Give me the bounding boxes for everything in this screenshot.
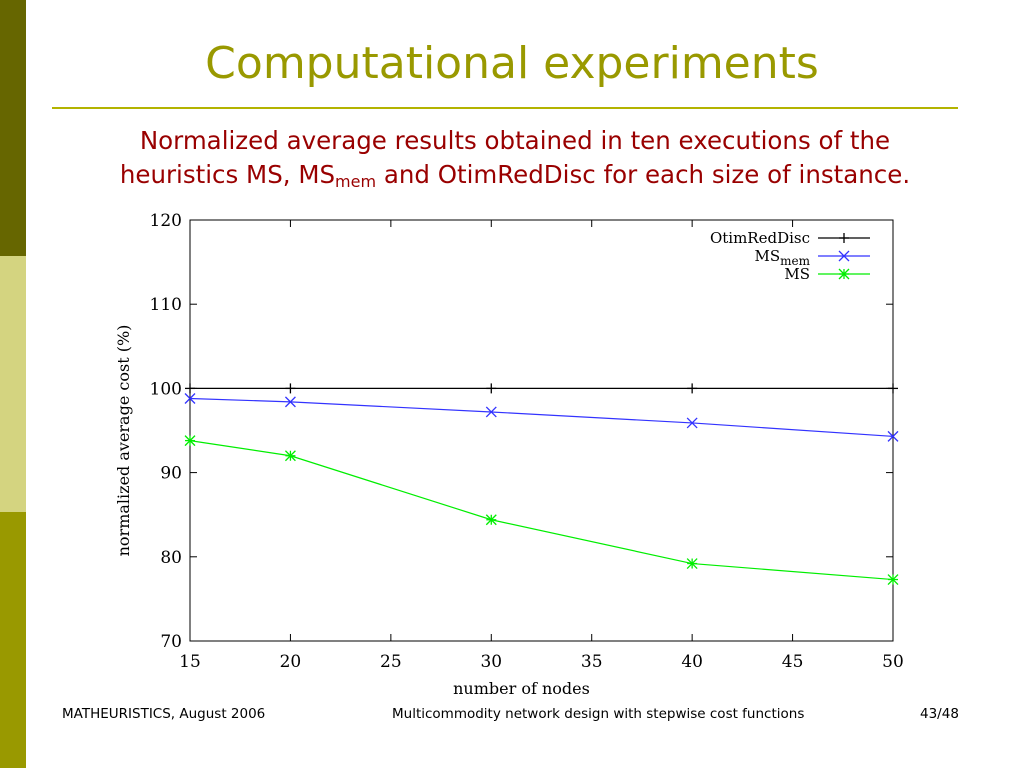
y-tick-label: 90 (160, 464, 182, 484)
legend-label-0: OtimRedDisc (710, 229, 810, 247)
data-point-series-2 (184, 435, 196, 447)
legend-label-1: MSmem (755, 247, 811, 268)
slide-subtitle: Normalized average results obtained in t… (40, 124, 990, 199)
legend-marker-2 (838, 268, 850, 280)
sidebar-block-top (0, 0, 26, 256)
subtitle-subscript: mem (335, 172, 377, 191)
data-point-series-0 (285, 383, 296, 394)
legend-label-text: MS (755, 247, 781, 265)
sidebar-block-middle (0, 256, 26, 512)
data-point-series-0 (888, 383, 898, 394)
footer-presentation-title: Multicommodity network design with stepw… (392, 706, 805, 722)
data-point-series-2 (887, 574, 899, 585)
legend-label-2: MS (784, 265, 810, 283)
x-tick-label: 50 (882, 652, 904, 672)
legend-marker-0 (839, 233, 849, 243)
data-point-series-2 (284, 450, 296, 462)
y-tick-label: 120 (150, 211, 182, 231)
data-point-series-2 (686, 558, 698, 569)
x-tick-label: 30 (480, 652, 502, 672)
x-tick-label: 45 (782, 652, 804, 672)
data-point-series-1 (485, 406, 497, 418)
data-point-series-0 (687, 383, 698, 394)
footer-conference: MATHEURISTICS, August 2006 (62, 706, 266, 722)
sidebar-decoration (0, 0, 26, 768)
x-tick-label: 35 (581, 652, 603, 672)
data-point-series-1 (284, 396, 296, 408)
slide-title: Computational experiments (205, 38, 819, 89)
legend-label-text: OtimRedDisc (710, 229, 810, 247)
y-tick-label: 70 (160, 632, 182, 652)
y-axis-label: normalized average cost (%) (114, 325, 133, 557)
data-point-series-1 (686, 417, 698, 429)
data-point-series-0 (486, 383, 497, 394)
legend-marker-1 (838, 250, 850, 262)
x-axis-label: number of nodes (453, 679, 590, 698)
data-point-series-2 (485, 514, 497, 526)
footer-page-number: 43/48 (920, 706, 959, 722)
series-line-1 (189, 397, 894, 437)
y-tick-label: 110 (150, 295, 182, 315)
series-line-2 (189, 440, 894, 581)
plot-frame (189, 219, 894, 642)
subtitle-line-1: Normalized average results obtained in t… (139, 126, 891, 155)
line-chart: 15 20 25 30 35 40 45 50 70 80 90 100 110 120 number of… (114, 211, 904, 698)
y-tick-label: 80 (160, 548, 182, 568)
x-tick-label: 40 (681, 652, 703, 672)
data-point-series-1 (887, 430, 899, 442)
data-point-series-0 (185, 383, 195, 394)
x-tick-label: 25 (380, 652, 402, 672)
title-divider (52, 107, 958, 109)
sidebar-block-bottom (0, 512, 26, 768)
data-point-series-1 (184, 393, 196, 404)
y-tick-label: 100 (150, 379, 182, 399)
subtitle-line-2-post: and OtimRedDisc for each size of instanc… (376, 160, 911, 189)
subtitle-line-2-pre: heuristics MS, MS (119, 160, 336, 189)
x-tick-label: 20 (280, 652, 302, 672)
legend-label-subscript: mem (780, 254, 810, 268)
legend-label-text: MS (784, 265, 810, 283)
x-tick-label: 15 (179, 652, 201, 672)
